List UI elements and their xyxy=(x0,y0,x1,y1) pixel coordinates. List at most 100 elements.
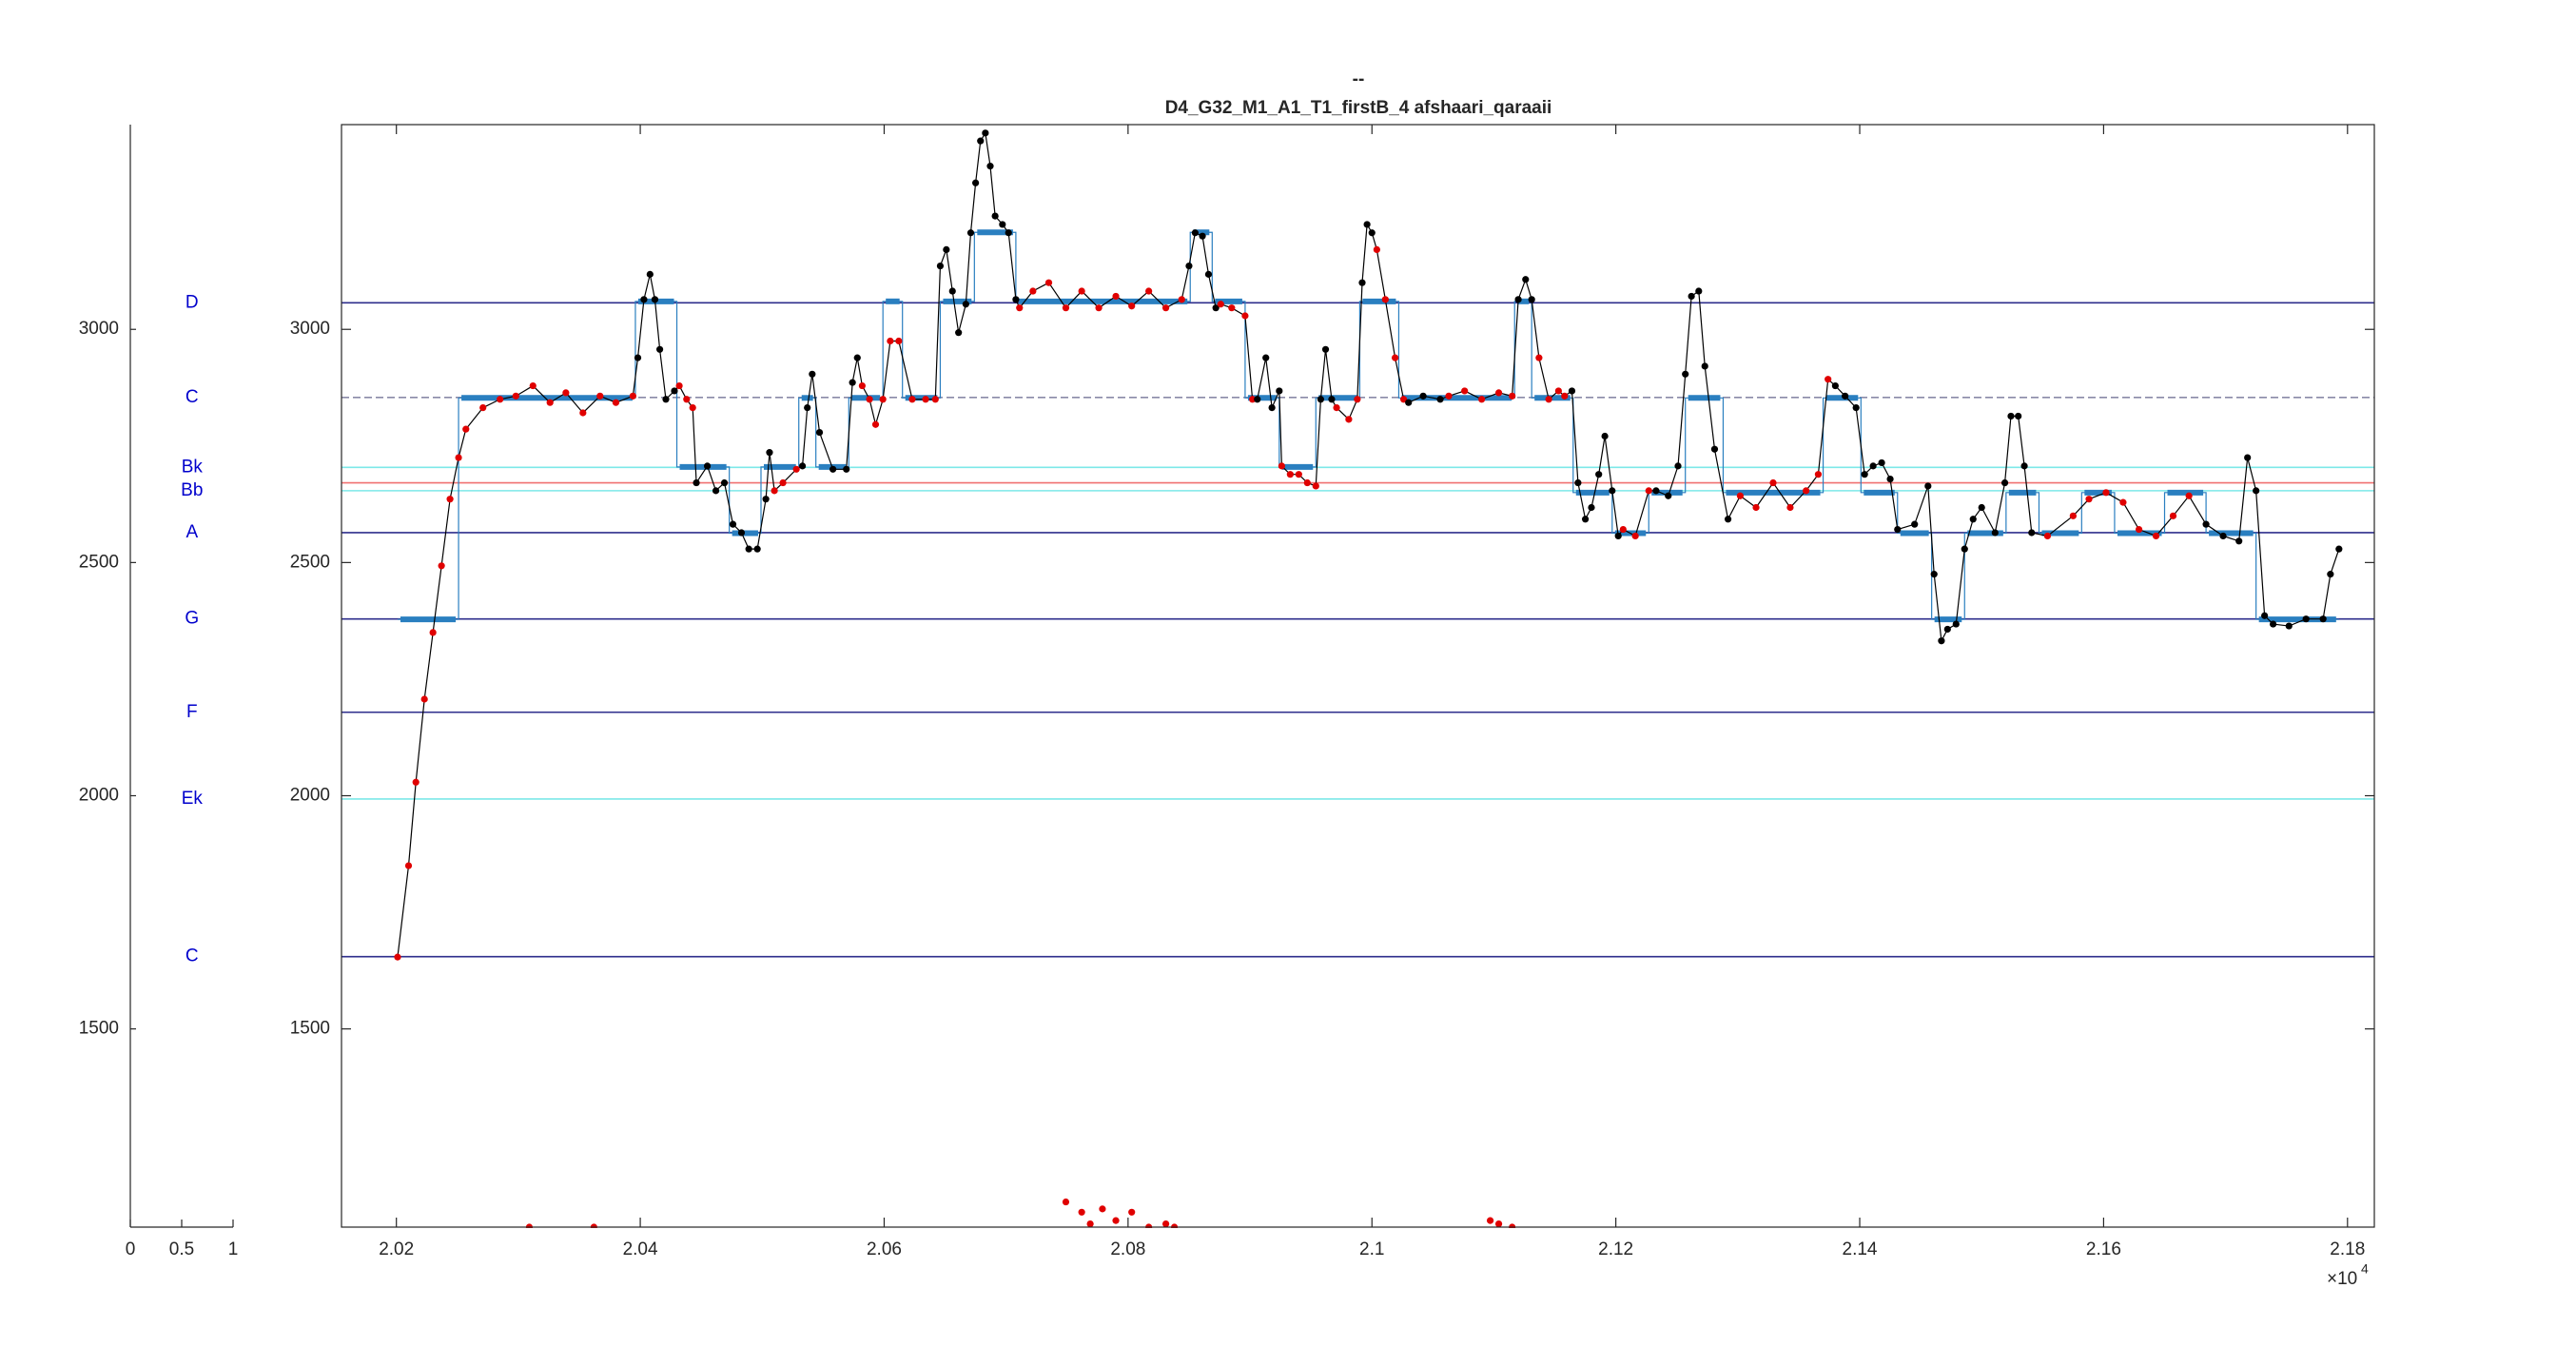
pitch-point xyxy=(1609,487,1616,495)
pitch-point xyxy=(1665,492,1672,499)
pitch-point xyxy=(1354,396,1361,403)
side-y-tick-label: 1500 xyxy=(79,1019,119,1039)
pitch-point xyxy=(1478,396,1486,403)
pitch-point xyxy=(1241,312,1249,320)
side-x-tick-label: 0 xyxy=(126,1239,136,1259)
pitch-point xyxy=(651,296,659,303)
pitch-point xyxy=(745,545,752,553)
axes-box xyxy=(341,124,2375,1228)
pitch-point xyxy=(871,420,880,428)
pitch-point xyxy=(404,862,413,869)
pitch-point xyxy=(1588,503,1595,512)
pitch-point xyxy=(1674,462,1682,470)
pitch-point xyxy=(986,163,994,170)
pitch-point xyxy=(1078,1208,1085,1216)
x-tick-label: 2.18 xyxy=(2330,1239,2365,1259)
pitch-point xyxy=(737,529,746,537)
pitch-point xyxy=(1145,287,1153,295)
pitch-point xyxy=(2202,520,2210,528)
pitch-point xyxy=(1178,296,1185,303)
note-label: F xyxy=(186,702,198,722)
pitch-point xyxy=(1969,516,1977,523)
pitch-point xyxy=(879,396,887,403)
pitch-point xyxy=(1494,389,1503,397)
pitch-point xyxy=(2028,529,2036,537)
pitch-point xyxy=(1249,396,1257,403)
pitch-point xyxy=(2219,532,2227,540)
pitch-point xyxy=(1062,1198,1070,1206)
pitch-point xyxy=(1991,529,1999,537)
pitch-point xyxy=(1930,571,1938,578)
pitch-point xyxy=(2244,454,2252,461)
pitch-point xyxy=(829,465,837,473)
pitch-point xyxy=(2335,545,2343,553)
pitch-point xyxy=(1943,625,1951,634)
pitch-point xyxy=(1333,403,1340,412)
pitch-point xyxy=(546,399,554,406)
pitch-point xyxy=(2000,478,2009,487)
pitch-point xyxy=(646,270,654,278)
pitch-point xyxy=(596,392,604,400)
pitch-point xyxy=(1112,292,1120,301)
pitch-point xyxy=(562,389,570,397)
x-tick-label: 2.02 xyxy=(379,1239,414,1259)
pitch-point xyxy=(908,396,916,403)
pitch-point xyxy=(1522,276,1530,283)
pitch-point xyxy=(1961,545,1968,553)
side-y-tick-label: 2500 xyxy=(79,552,119,572)
pitch-point xyxy=(1161,1220,1170,1228)
side-y-tick-label: 2000 xyxy=(79,786,119,806)
pitch-point xyxy=(1029,287,1037,295)
pitch-point xyxy=(1321,345,1330,353)
note-label: C xyxy=(185,946,199,966)
pitch-point xyxy=(815,428,824,437)
x-tick-label: 2.16 xyxy=(2086,1239,2121,1259)
note-label: D xyxy=(185,292,199,312)
pitch-point xyxy=(675,381,683,390)
pitch-point xyxy=(2135,525,2143,534)
side-y-tick-label: 3000 xyxy=(79,319,119,339)
pitch-point xyxy=(991,212,999,220)
pitch-point xyxy=(529,381,537,390)
side-x-tick-label: 0.5 xyxy=(169,1239,194,1259)
x-tick-label: 2.08 xyxy=(1110,1239,1145,1259)
pitch-point xyxy=(1545,396,1552,403)
pitch-point xyxy=(1911,520,1919,528)
pitch-point xyxy=(762,496,770,503)
pitch-point xyxy=(2327,571,2334,578)
pitch-point xyxy=(853,354,861,361)
pitch-point xyxy=(1303,478,1311,487)
pitch-point xyxy=(438,562,445,570)
pitch-point xyxy=(1595,471,1603,478)
pitch-point xyxy=(1217,301,1224,308)
pitch-point xyxy=(1373,245,1380,253)
pitch-point xyxy=(1199,232,1206,240)
pitch-point xyxy=(579,409,587,417)
pitch-point xyxy=(429,629,437,636)
pitch-point xyxy=(2319,615,2327,623)
pitch-point xyxy=(1978,503,1985,512)
pitch-point xyxy=(462,425,470,433)
pitch-point xyxy=(1185,262,1193,270)
pitch-point xyxy=(955,329,963,337)
pitch-point xyxy=(766,449,773,457)
pitch-point xyxy=(2119,498,2127,506)
pitch-point xyxy=(1312,482,1319,490)
pitch-point xyxy=(720,478,729,487)
pitch-point xyxy=(2043,532,2052,540)
pitch-point xyxy=(1614,532,1622,540)
pitch-point xyxy=(1861,471,1868,478)
pitch-point xyxy=(1419,392,1427,400)
pitch-point xyxy=(2261,612,2269,619)
pitch-point xyxy=(1161,304,1170,312)
pitch-point xyxy=(1878,459,1885,467)
note-label: A xyxy=(185,522,198,542)
pitch-point xyxy=(1363,221,1371,228)
pitch-point xyxy=(1328,396,1336,403)
pitch-point xyxy=(1381,296,1389,303)
pitch-point xyxy=(887,337,894,345)
x-exponent: 4 xyxy=(2361,1261,2369,1277)
pitch-point xyxy=(512,392,519,400)
pitch-point xyxy=(1842,392,1849,400)
pitch-point xyxy=(1204,270,1213,278)
